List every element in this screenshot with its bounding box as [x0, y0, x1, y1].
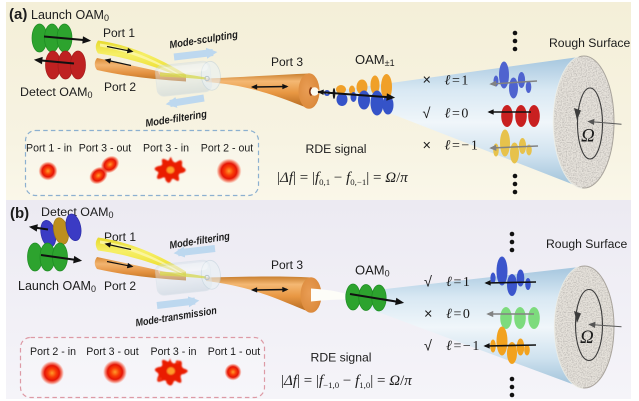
svg-text:×: ×: [423, 138, 431, 154]
svg-text:Port 2: Port 2: [104, 80, 136, 94]
svg-text:Detect OAM0: Detect OAM0: [20, 85, 93, 100]
svg-text:×: ×: [424, 307, 432, 323]
svg-text:(a): (a): [9, 6, 27, 23]
svg-text:Port 1 - out: Port 1 - out: [208, 346, 260, 358]
svg-text:Port 2: Port 2: [104, 279, 136, 293]
svg-text:ℓ=1: ℓ=1: [445, 74, 471, 89]
svg-text:Port 3 - out: Port 3 - out: [86, 346, 138, 358]
svg-text:Rough Surface: Rough Surface: [549, 36, 631, 50]
svg-text:ℓ=0: ℓ=0: [445, 107, 471, 122]
svg-text:Port 1 - in: Port 1 - in: [26, 143, 72, 155]
svg-text:Port 2 - out: Port 2 - out: [201, 143, 253, 155]
svg-text:Port 3 - in: Port 3 - in: [143, 143, 189, 155]
svg-text:×: ×: [423, 73, 431, 89]
svg-text:Ω: Ω: [580, 327, 594, 348]
svg-text:Port 3: Port 3: [271, 55, 303, 69]
svg-text:√: √: [424, 339, 432, 355]
svg-text:Port 3: Port 3: [271, 258, 303, 272]
svg-text:ℓ=0: ℓ=0: [446, 307, 472, 322]
svg-text:Launch OAM0: Launch OAM0: [18, 279, 96, 294]
svg-text:RDE signal: RDE signal: [311, 351, 372, 365]
svg-text:Port 1: Port 1: [103, 26, 135, 40]
svg-text:Rough Surface: Rough Surface: [546, 237, 628, 251]
svg-text:|Δf| = |f−1,0 − f1,0| = Ω/π: |Δf| = |f−1,0 − f1,0| = Ω/π: [281, 373, 412, 390]
svg-text:ℓ=−1: ℓ=−1: [445, 139, 480, 154]
svg-text:Port 3 - in: Port 3 - in: [151, 346, 197, 358]
svg-text:OAM0: OAM0: [355, 263, 390, 279]
svg-text:√: √: [423, 106, 431, 122]
svg-text:Port 2 - in: Port 2 - in: [30, 346, 76, 358]
svg-text:Launch OAM0: Launch OAM0: [31, 8, 109, 23]
svg-text:(b): (b): [10, 205, 29, 222]
svg-text:RDE signal: RDE signal: [306, 142, 367, 156]
svg-text:Ω: Ω: [581, 126, 595, 147]
svg-text:|Δf| = |f0,1 − f0,−1| = Ω/π: |Δf| = |f0,1 − f0,−1| = Ω/π: [277, 170, 408, 187]
svg-text:ℓ=1: ℓ=1: [446, 275, 472, 290]
svg-text:√: √: [424, 275, 432, 291]
svg-text:Detect OAM0: Detect OAM0: [41, 205, 114, 220]
svg-text:ℓ=−1: ℓ=−1: [446, 339, 481, 354]
svg-text:Port 3 - out: Port 3 - out: [79, 143, 131, 155]
